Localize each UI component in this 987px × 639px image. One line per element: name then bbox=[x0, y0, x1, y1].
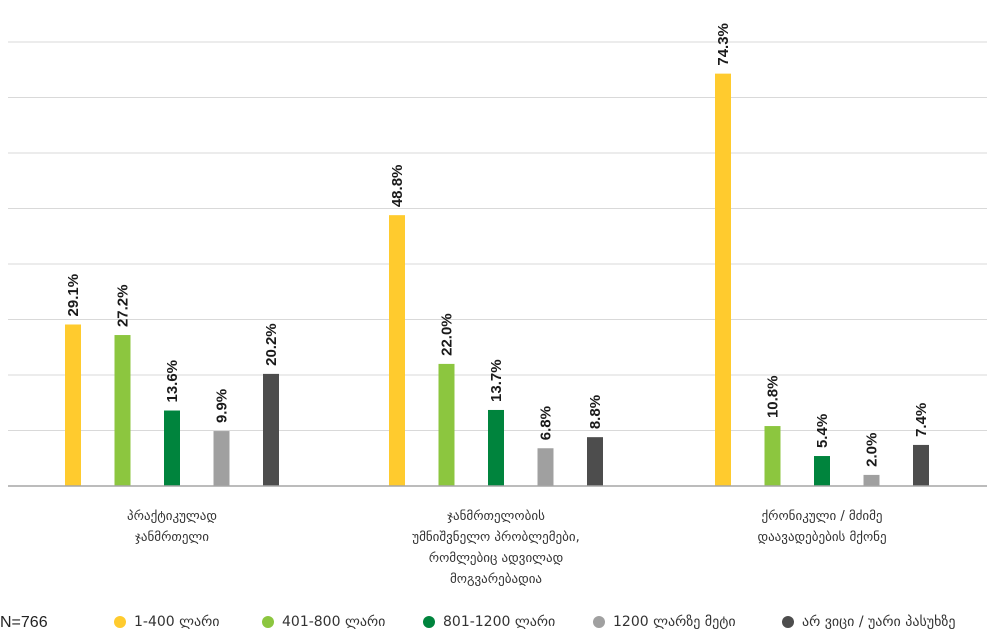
category-labels: პრაქტიკულად ჯანმრთელი ჯანმრთელობის უმნიშვნე… bbox=[127, 509, 887, 587]
bar-chart: 29.1% 27.2% 13.6% 9.9% 20.2% 48.8% 22.0% 13.7% 6… bbox=[8, 23, 987, 587]
legend-label: 401-800 ლარი bbox=[282, 614, 386, 630]
category-label: დაავადებების მქონე bbox=[757, 530, 886, 545]
data-label: 13.6% bbox=[164, 360, 181, 403]
bar bbox=[263, 373, 279, 486]
category-label: რომლებიც ადვილად bbox=[429, 551, 564, 566]
bar bbox=[913, 444, 929, 486]
category-label: უმნიშვნელო პრობლემები, bbox=[412, 530, 579, 545]
data-label: 13.7% bbox=[488, 359, 505, 402]
legend-swatch bbox=[114, 616, 126, 628]
legend-swatch bbox=[423, 616, 435, 628]
legend-item: არ ვიცი / უარი პასუხზე bbox=[782, 614, 956, 630]
legend-swatch bbox=[262, 616, 274, 628]
bars bbox=[65, 73, 929, 486]
legend-label: 801-1200 ლარი bbox=[443, 614, 556, 630]
legend-swatch bbox=[593, 616, 605, 628]
category-label: ქრონიკული / მძიმე bbox=[761, 509, 882, 524]
category-label: მოგვარებადია bbox=[450, 572, 542, 587]
category-label: პრაქტიკულად bbox=[127, 509, 217, 524]
bar bbox=[488, 409, 504, 486]
legend: N=766 1-400 ლარი 401-800 ლარი 801-1200 ლარ… bbox=[0, 608, 987, 636]
bar bbox=[438, 363, 455, 486]
bar bbox=[213, 431, 230, 486]
data-label: 27.2% bbox=[115, 284, 132, 327]
data-label: 10.8% bbox=[765, 376, 782, 419]
bar bbox=[715, 73, 731, 486]
bar bbox=[587, 437, 603, 486]
legend-item: 401-800 ლარი bbox=[262, 614, 385, 630]
data-label: 8.8% bbox=[587, 395, 604, 429]
bar bbox=[164, 410, 180, 486]
data-label: 2.0% bbox=[864, 433, 881, 467]
legend-item: 1-400 ლარი bbox=[114, 614, 220, 630]
data-label: 9.9% bbox=[214, 389, 231, 423]
legend-item: 1200 ლარზე მეტი bbox=[593, 614, 736, 630]
data-label: 74.3% bbox=[715, 23, 732, 66]
data-label: 20.2% bbox=[263, 323, 280, 366]
bar bbox=[814, 456, 830, 486]
data-label: 5.4% bbox=[814, 414, 831, 448]
bar bbox=[537, 448, 554, 486]
data-label: 22.0% bbox=[439, 313, 456, 356]
data-label: 48.8% bbox=[389, 165, 406, 208]
gridlines bbox=[8, 41, 987, 431]
legend-label: 1200 ლარზე მეტი bbox=[613, 614, 736, 630]
data-label: 7.4% bbox=[913, 403, 930, 437]
category-label: ჯანმრთელი bbox=[135, 530, 209, 545]
bar bbox=[114, 335, 131, 486]
bar bbox=[764, 426, 781, 486]
category-label: ჯანმრთელობის bbox=[447, 509, 545, 524]
data-label: 29.1% bbox=[65, 274, 82, 317]
legend-swatch bbox=[782, 616, 794, 628]
legend-label: 1-400 ლარი bbox=[134, 614, 220, 630]
data-labels: 29.1% 27.2% 13.6% 9.9% 20.2% 48.8% 22.0% 13.7% 6… bbox=[65, 23, 930, 467]
sample-size-note: N=766 bbox=[0, 614, 48, 631]
bar bbox=[863, 474, 880, 486]
legend-label: არ ვიცი / უარი პასუხზე bbox=[802, 614, 956, 630]
bar bbox=[65, 324, 81, 486]
data-label: 6.8% bbox=[538, 406, 555, 440]
legend-item: 801-1200 ლარი bbox=[423, 614, 555, 630]
bar bbox=[389, 215, 405, 486]
